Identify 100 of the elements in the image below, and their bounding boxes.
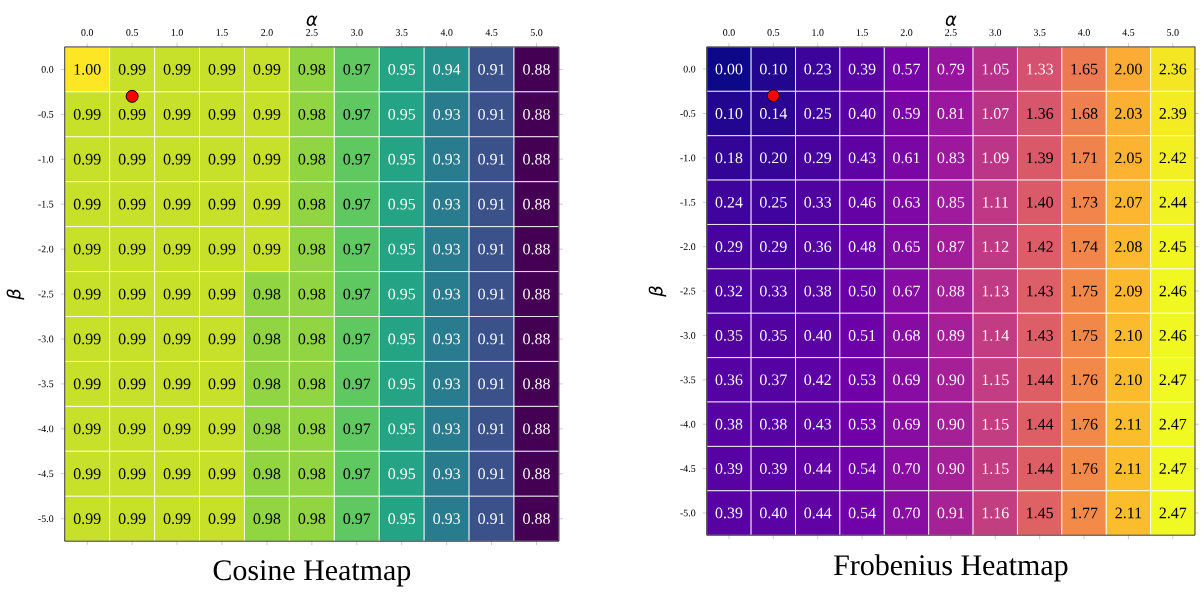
x-tick-label: 2.0 xyxy=(261,29,273,36)
data-label: 0.99 xyxy=(73,243,101,255)
data-label: 2.47 xyxy=(1159,507,1187,519)
data-label: 0.99 xyxy=(73,153,101,165)
x-tick-label: 4.0 xyxy=(1077,29,1090,36)
data-label: 0.40 xyxy=(848,108,876,119)
data-label: 0.98 xyxy=(298,153,326,165)
data-label: 0.99 xyxy=(208,333,236,345)
data-label: 1.05 xyxy=(982,63,1009,75)
data-label: 0.95 xyxy=(388,198,416,210)
data-label: 1.15 xyxy=(982,463,1009,474)
data-label: 0.97 xyxy=(343,423,371,435)
data-label: 0.44 xyxy=(804,463,832,474)
data-label: 0.70 xyxy=(893,463,920,474)
data-label: 0.99 xyxy=(253,198,281,210)
data-label: 0.70 xyxy=(893,507,920,519)
data-label: 0.98 xyxy=(298,198,326,210)
data-label: 0.69 xyxy=(893,374,920,386)
data-label: 0.98 xyxy=(298,288,326,300)
data-label: 0.35 xyxy=(715,329,743,341)
data-label: 2.46 xyxy=(1159,330,1187,341)
data-label: 2.11 xyxy=(1115,463,1142,474)
data-label: 1.75 xyxy=(1071,285,1098,297)
data-label: 0.95 xyxy=(388,288,416,300)
data-label: 1.15 xyxy=(982,418,1009,430)
y-tick-label: -5.0 xyxy=(680,509,696,517)
data-label: 1.74 xyxy=(1071,241,1098,253)
text: Frobenius Heatmap xyxy=(834,554,1068,582)
x-tick-label: 3.0 xyxy=(989,29,1002,36)
data-label: 0.99 xyxy=(118,513,146,525)
data-label: 0.29 xyxy=(759,241,787,253)
data-label: 0.36 xyxy=(804,241,832,253)
data-label: 0.91 xyxy=(478,513,505,525)
x-tick-label: 0.5 xyxy=(767,29,780,36)
data-label: 0.29 xyxy=(715,241,743,253)
data-label: 1.76 xyxy=(1071,374,1098,386)
data-label: 2.42 xyxy=(1159,152,1186,164)
data-label: 1.76 xyxy=(1071,463,1098,474)
data-label: 0.98 xyxy=(298,63,326,75)
data-label: 2.10 xyxy=(1115,374,1142,386)
data-label: 0.93 xyxy=(433,378,460,390)
data-label: 0.98 xyxy=(253,333,281,345)
x-axis-title: α xyxy=(306,15,318,26)
data-label: 0.10 xyxy=(715,108,743,119)
data-label: 0.88 xyxy=(523,153,550,165)
data-label: 0.65 xyxy=(893,241,920,253)
data-label: 0.40 xyxy=(804,329,832,341)
data-label: 0.95 xyxy=(388,153,416,165)
data-label: 0.98 xyxy=(298,333,326,345)
data-label: 0.91 xyxy=(478,378,505,390)
x-tick-label: 2.5 xyxy=(306,29,318,36)
y-axis-title: β xyxy=(648,286,667,297)
data-label: 0.97 xyxy=(343,108,371,120)
data-label: 0.88 xyxy=(523,63,550,75)
data-label: 1.36 xyxy=(1027,108,1054,119)
data-label: 0.89 xyxy=(937,329,965,341)
data-label: 0.94 xyxy=(433,63,461,75)
data-label: 0.90 xyxy=(937,374,965,386)
data-label: 0.99 xyxy=(253,63,281,75)
data-label: 0.85 xyxy=(937,196,965,208)
data-label: 1.75 xyxy=(1071,330,1098,341)
x-tick-label: 0.0 xyxy=(81,29,94,36)
data-label: 0.53 xyxy=(848,418,876,430)
data-label: 1.14 xyxy=(982,330,1009,341)
data-label: 1.09 xyxy=(982,152,1009,164)
data-label: 0.98 xyxy=(253,378,281,390)
data-label: 2.10 xyxy=(1115,329,1142,341)
data-label: 0.93 xyxy=(433,108,460,120)
data-label: 0.97 xyxy=(343,333,371,345)
data-label: 0.32 xyxy=(715,285,743,297)
data-label: 0.63 xyxy=(893,196,920,208)
data-label: 1.44 xyxy=(1027,374,1054,386)
data-label: 0.99 xyxy=(118,423,146,435)
data-label: 0.99 xyxy=(208,288,236,300)
y-tick-label: -1.5 xyxy=(680,198,696,206)
y-tick-label: -0.5 xyxy=(38,110,54,118)
data-label: 0.95 xyxy=(388,423,416,435)
data-label: 0.99 xyxy=(163,513,191,525)
data-label: 0.95 xyxy=(388,513,416,525)
data-label: 0.99 xyxy=(118,108,146,120)
y-tick-label: -3.5 xyxy=(38,380,54,388)
data-label: 0.48 xyxy=(848,241,876,253)
data-label: 0.68 xyxy=(893,329,920,341)
y-tick-label: -1.5 xyxy=(38,200,54,208)
data-label: 0.99 xyxy=(208,513,236,525)
data-label: 0.88 xyxy=(523,108,550,120)
data-label: 2.39 xyxy=(1159,108,1187,119)
data-label: 0.99 xyxy=(163,468,191,480)
data-label: 0.98 xyxy=(253,468,281,480)
x-tick-label: 1.0 xyxy=(171,29,183,36)
x-tick-label: 2.0 xyxy=(900,29,913,36)
data-label: 0.42 xyxy=(804,374,831,386)
data-label: 2.45 xyxy=(1159,241,1187,253)
data-label: 0.95 xyxy=(388,243,416,255)
data-label: 0.98 xyxy=(298,378,326,390)
y-tick-label: -2.0 xyxy=(38,245,54,253)
data-label: 0.91 xyxy=(478,198,505,210)
data-label: 1.73 xyxy=(1071,196,1098,208)
data-label: 1.45 xyxy=(1027,507,1054,519)
data-label: 2.05 xyxy=(1115,152,1142,164)
